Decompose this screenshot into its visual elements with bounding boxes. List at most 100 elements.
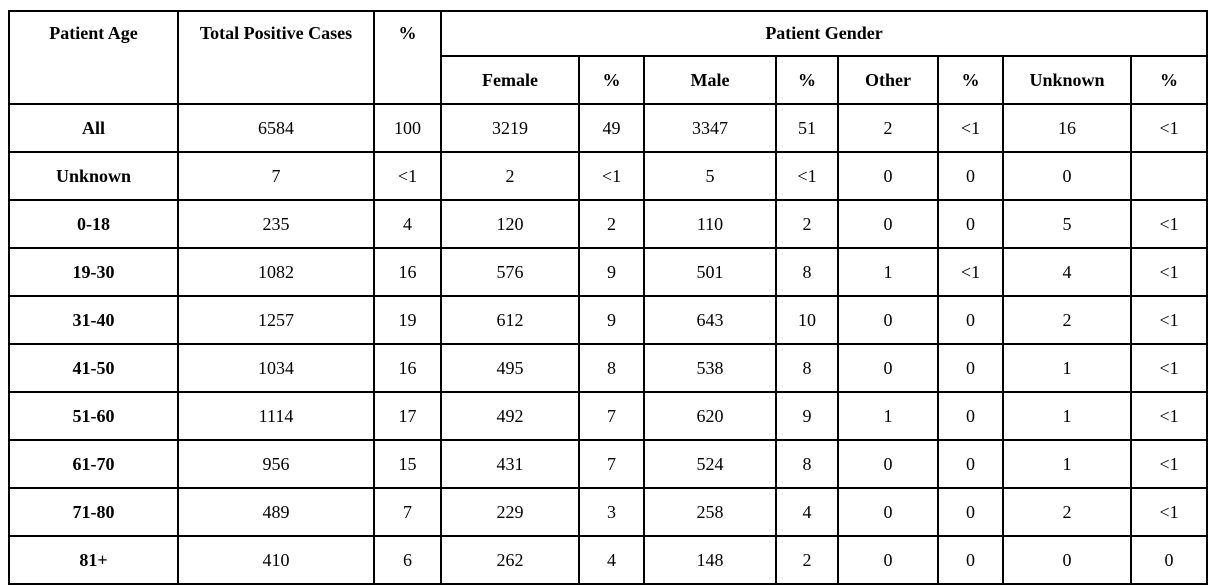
data-cell: <1	[1129, 487, 1209, 537]
header-other-percent: %	[937, 55, 1004, 105]
table-row: Unknown 7 <1 2 <1 5 <1 0 0 0	[8, 151, 1209, 201]
data-cell: <1	[1129, 439, 1209, 489]
data-cell: <1	[1129, 343, 1209, 393]
data-cell: 0	[937, 439, 1004, 489]
table-row: 0-18 235 4 120 2 110 2 0 0 5 <1	[8, 199, 1209, 249]
table-body: All 6584 100 3219 49 3347 51 2 <1 16 <1 Unknown 7 <1 2…	[8, 103, 1209, 585]
data-cell: 258	[643, 487, 777, 537]
data-cell: 0	[937, 487, 1004, 537]
data-cell: 148	[643, 535, 777, 585]
data-cell: 0	[937, 295, 1004, 345]
data-cell: 16	[373, 247, 442, 297]
row-label-cell: 19-30	[8, 247, 179, 297]
table-row: All 6584 100 3219 49 3347 51 2 <1 16 <1	[8, 103, 1209, 153]
header-row-main: Patient Age Total Positive Cases % Patie…	[8, 10, 1209, 105]
data-cell: 2	[1002, 487, 1132, 537]
data-cell	[1129, 151, 1209, 201]
data-cell: <1	[937, 247, 1004, 297]
data-cell: 0	[837, 535, 939, 585]
table-row: 51-60 1114 17 492 7 620 9 1 0 1 <1	[8, 391, 1209, 441]
data-cell: 4	[775, 487, 839, 537]
data-cell: 0	[837, 439, 939, 489]
data-cell: 2	[837, 103, 939, 153]
data-cell: 19	[373, 295, 442, 345]
data-cell: 1034	[177, 343, 375, 393]
data-cell: 1082	[177, 247, 375, 297]
data-cell: 9	[578, 295, 645, 345]
data-cell: 9	[775, 391, 839, 441]
data-cell: <1	[1129, 199, 1209, 249]
data-cell: 3347	[643, 103, 777, 153]
header-total-positive-cases: Total Positive Cases	[177, 10, 375, 105]
data-cell: 4	[1002, 247, 1132, 297]
row-label-cell: 41-50	[8, 343, 179, 393]
data-cell: <1	[1129, 247, 1209, 297]
data-cell: 576	[440, 247, 580, 297]
data-cell: 0	[837, 199, 939, 249]
data-cell: 17	[373, 391, 442, 441]
table-row: 41-50 1034 16 495 8 538 8 0 0 1 <1	[8, 343, 1209, 393]
data-cell: 620	[643, 391, 777, 441]
data-cell: 8	[775, 439, 839, 489]
data-cell: 5	[643, 151, 777, 201]
data-cell: 431	[440, 439, 580, 489]
data-cell: 262	[440, 535, 580, 585]
row-label-cell: 31-40	[8, 295, 179, 345]
table-row: 31-40 1257 19 612 9 643 10 0 0 2 <1	[8, 295, 1209, 345]
data-cell: 1257	[177, 295, 375, 345]
data-cell: <1	[1129, 103, 1209, 153]
row-label-cell: Unknown	[8, 151, 179, 201]
data-cell: 538	[643, 343, 777, 393]
data-cell: 0	[937, 535, 1004, 585]
data-cell: 0	[837, 487, 939, 537]
data-cell: 410	[177, 535, 375, 585]
data-cell: 956	[177, 439, 375, 489]
data-cell: 5	[1002, 199, 1132, 249]
header-female: Female	[440, 55, 580, 105]
data-cell: 1	[1002, 439, 1132, 489]
data-cell: 8	[578, 343, 645, 393]
data-cell: 0	[937, 199, 1004, 249]
table-row: 61-70 956 15 431 7 524 8 0 0 1 <1	[8, 439, 1209, 489]
data-cell: <1	[937, 103, 1004, 153]
data-cell: 1114	[177, 391, 375, 441]
data-cell: 0	[1002, 535, 1132, 585]
data-cell: 120	[440, 199, 580, 249]
data-cell: 2	[1002, 295, 1132, 345]
header-unknown: Unknown	[1002, 55, 1132, 105]
data-cell: 0	[937, 391, 1004, 441]
data-cell: 489	[177, 487, 375, 537]
data-cell: 7	[177, 151, 375, 201]
data-cell: 492	[440, 391, 580, 441]
data-cell: 7	[578, 391, 645, 441]
patient-age-gender-table: Patient Age Total Positive Cases % Patie…	[8, 10, 1209, 585]
data-cell: 0	[1002, 151, 1132, 201]
data-cell: 0	[837, 343, 939, 393]
data-cell: 501	[643, 247, 777, 297]
data-cell: 643	[643, 295, 777, 345]
data-cell: 1	[1002, 391, 1132, 441]
header-female-percent: %	[578, 55, 645, 105]
data-cell: 6584	[177, 103, 375, 153]
data-cell: 100	[373, 103, 442, 153]
header-male: Male	[643, 55, 777, 105]
header-patient-gender-group: Patient Gender	[439, 10, 1209, 57]
data-cell: 3	[578, 487, 645, 537]
row-label-cell: All	[8, 103, 179, 153]
data-cell: 7	[578, 439, 645, 489]
data-cell: 2	[578, 199, 645, 249]
data-cell: 0	[837, 151, 939, 201]
data-cell: <1	[1129, 391, 1209, 441]
data-cell: 495	[440, 343, 580, 393]
data-cell: 4	[578, 535, 645, 585]
data-cell: 0	[1129, 535, 1209, 585]
header-total-percent: %	[373, 10, 442, 105]
data-cell: 0	[937, 343, 1004, 393]
data-cell: <1	[373, 151, 442, 201]
data-cell: 16	[1002, 103, 1132, 153]
data-cell: <1	[1129, 295, 1209, 345]
table-row: 81+ 410 6 262 4 148 2 0 0 0 0	[8, 535, 1209, 585]
data-cell: 10	[775, 295, 839, 345]
data-cell: 2	[440, 151, 580, 201]
